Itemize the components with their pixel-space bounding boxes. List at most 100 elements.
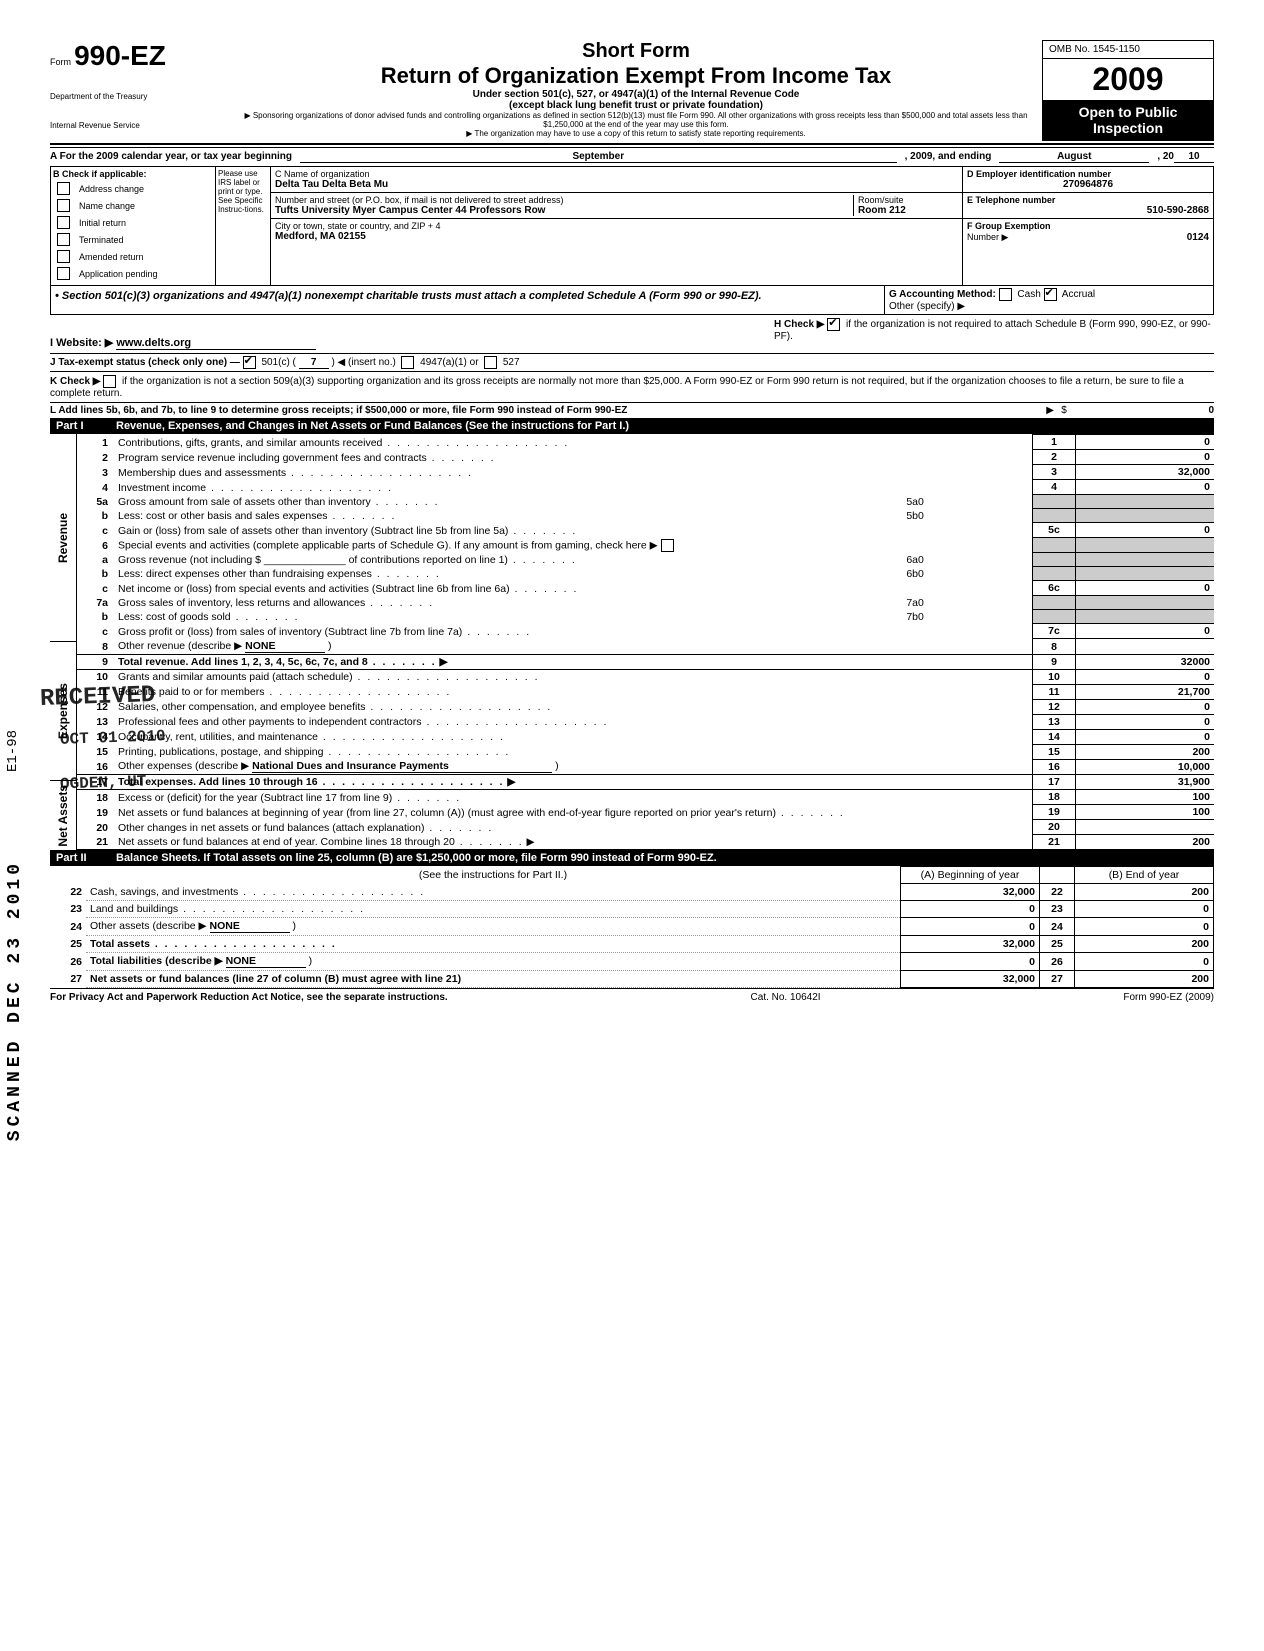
line-2-boxnum: 2 <box>1033 450 1076 465</box>
line-16-num: 16 <box>76 759 114 775</box>
line-23-col-a: 0 <box>901 901 1040 918</box>
line-1-num: 1 <box>76 435 114 450</box>
check-4947[interactable] <box>401 356 414 369</box>
label-cash: Cash <box>1017 289 1040 300</box>
e-phone-label: E Telephone number <box>967 195 1209 205</box>
dept-treasury: Department of the Treasury <box>50 92 230 101</box>
check-address-change[interactable] <box>57 182 70 195</box>
part-2-instr: (See the instructions for Part II.) <box>86 867 901 884</box>
line-26-col-b: 0 <box>1075 953 1214 971</box>
line-16-value: 10,000 <box>1076 759 1215 775</box>
ein-value: 270964876 <box>967 179 1209 190</box>
check-501c[interactable] <box>243 356 256 369</box>
col-b-header: (B) End of year <box>1075 867 1214 884</box>
line-26-boxnum: 26 <box>1040 953 1075 971</box>
line-21-desc: Net assets or fund balances at end of ye… <box>118 836 455 848</box>
check-pending[interactable] <box>57 267 70 280</box>
line-10-boxnum: 10 <box>1033 669 1076 684</box>
line-19-value: 100 <box>1076 805 1215 820</box>
attach-schedule-note: • Section 501(c)(3) organizations and 49… <box>51 286 884 314</box>
check-k[interactable] <box>103 375 116 388</box>
line-23-num: 23 <box>50 901 86 918</box>
line-20-desc: Other changes in net assets or fund bala… <box>118 822 424 834</box>
return-title: Return of Organization Exempt From Incom… <box>230 63 1042 89</box>
line-27-desc: Net assets or fund balances (line 27 of … <box>90 973 461 985</box>
label-address-change: Address change <box>77 181 160 196</box>
line-5b-boxnum: 5b <box>906 510 918 522</box>
open-public-1: Open to Public <box>1043 104 1213 120</box>
line-5c-num: c <box>76 523 114 538</box>
line-24-col-a: 0 <box>901 918 1040 936</box>
check-527[interactable] <box>484 356 497 369</box>
line-7c-boxnum: 7c <box>1033 624 1076 639</box>
line-24-describe: NONE <box>210 920 290 933</box>
balance-sheet-table: (See the instructions for Part II.) (A) … <box>50 866 1214 988</box>
line-26-num: 26 <box>50 953 86 971</box>
line-20-num: 20 <box>76 820 114 835</box>
check-terminated[interactable] <box>57 233 70 246</box>
check-schedule-b[interactable] <box>827 318 840 331</box>
line-8-desc: Other revenue (describe ▶ <box>118 640 242 652</box>
subtitle-code: Under section 501(c), 527, or 4947(a)(1)… <box>230 89 1042 100</box>
check-initial-return[interactable] <box>57 216 70 229</box>
h-check-label: H Check ▶ <box>774 319 824 330</box>
end-20: , 20 <box>1157 151 1174 163</box>
line-25-col-a: 32,000 <box>901 936 1040 953</box>
line-6a-desc: Gross revenue (not including $ _________… <box>118 554 508 566</box>
check-cash[interactable] <box>999 288 1012 301</box>
stamp-ogden: OGDEN, UT <box>60 773 147 794</box>
check-accrual[interactable] <box>1044 288 1057 301</box>
begin-month: September <box>300 151 897 163</box>
line-4-desc: Investment income <box>118 482 206 494</box>
j-501c-number: 7 <box>299 357 329 369</box>
line-13-num: 13 <box>76 714 114 729</box>
stamp-e198: E1-98 <box>5 730 21 772</box>
line-7a-num: 7a <box>76 596 114 610</box>
line-5a-desc: Gross amount from sale of assets other t… <box>118 496 371 508</box>
line-13-boxnum: 13 <box>1033 714 1076 729</box>
page-footer: For Privacy Act and Paperwork Reduction … <box>50 988 1214 1003</box>
part-1-table: 1Contributions, gifts, grants, and simil… <box>76 434 1214 850</box>
part-2-header: Part II Balance Sheets. If Total assets … <box>50 850 1214 866</box>
form-number: 990-EZ <box>74 40 166 71</box>
end-year: 10 <box>1174 151 1214 163</box>
line-2-desc: Program service revenue including govern… <box>118 452 427 464</box>
form-footer: Form 990-EZ (2009) <box>1123 992 1214 1003</box>
line-19-num: 19 <box>76 805 114 820</box>
expenses-side-label: Expenses <box>56 683 70 739</box>
col-a-header: (A) Beginning of year <box>901 867 1040 884</box>
line-11-value: 21,700 <box>1076 684 1215 699</box>
j-501c-text: 501(c) ( <box>261 357 295 368</box>
line-24-boxnum: 24 <box>1040 918 1075 936</box>
line-7b-num: b <box>76 610 114 624</box>
line-7b-desc: Less: cost of goods sold <box>118 611 231 623</box>
period-mid: , 2009, and ending <box>905 151 992 163</box>
end-month: August <box>999 151 1149 163</box>
check-gaming[interactable] <box>661 539 674 552</box>
line-12-value: 0 <box>1076 699 1215 714</box>
line-a-label: A For the 2009 calendar year, or tax yea… <box>50 151 292 163</box>
line-1-boxnum: 1 <box>1033 435 1076 450</box>
check-amended[interactable] <box>57 250 70 263</box>
line-22-num: 22 <box>50 884 86 901</box>
line-8-boxnum: 8 <box>1033 639 1076 655</box>
line-18-boxnum: 18 <box>1033 790 1076 805</box>
line-23-col-b: 0 <box>1075 901 1214 918</box>
line-3-boxnum: 3 <box>1033 465 1076 480</box>
line-4-value: 0 <box>1076 480 1215 495</box>
line-6-num: 6 <box>76 538 114 553</box>
line-5c-desc: Gain or (loss) from sale of assets other… <box>118 525 508 537</box>
line-13-value: 0 <box>1076 714 1215 729</box>
check-name-change[interactable] <box>57 199 70 212</box>
dept-irs: Internal Revenue Service <box>50 121 230 130</box>
street-address: Tufts University Myer Campus Center 44 P… <box>275 205 853 216</box>
line-27-num: 27 <box>50 971 86 988</box>
line-9-num: 9 <box>76 654 114 669</box>
line-9-value: 32000 <box>1076 654 1215 669</box>
privacy-notice: For Privacy Act and Paperwork Reduction … <box>50 992 448 1003</box>
k-text: if the organization is not a section 509… <box>50 376 1184 399</box>
line-6a-num: a <box>76 553 114 567</box>
label-accrual: Accrual <box>1062 289 1095 300</box>
line-6c-desc: Net income or (loss) from special events… <box>118 583 510 595</box>
l-arrow: ▶ <box>1046 405 1054 416</box>
